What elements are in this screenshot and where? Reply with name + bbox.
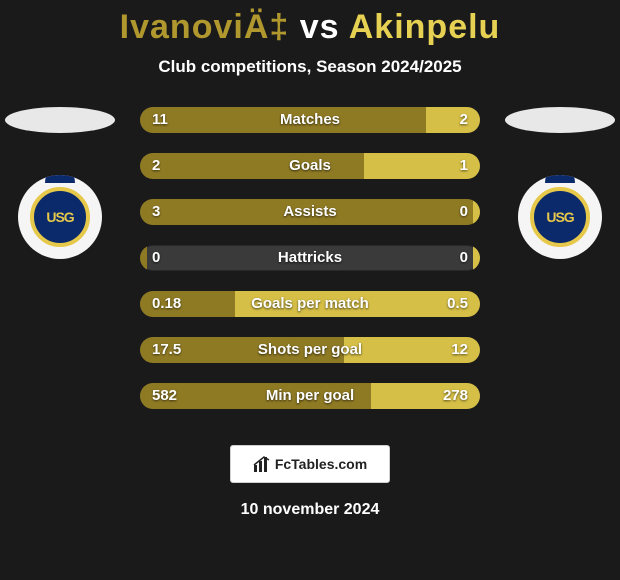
site-logo[interactable]: FcTables.com — [230, 445, 390, 483]
stat-value-right: 0.5 — [435, 291, 480, 317]
stat-row: 0.180.5Goals per match — [140, 291, 480, 317]
subtitle: Club competitions, Season 2024/2025 — [0, 57, 620, 77]
chart-icon — [253, 455, 271, 473]
stat-value-left: 582 — [140, 383, 189, 409]
player1-side: USG — [0, 107, 120, 259]
stat-value-left: 3 — [140, 199, 172, 225]
player1-name: IvanoviÄ‡ — [120, 8, 290, 46]
stat-value-right: 12 — [439, 337, 480, 363]
stat-bar-left — [140, 199, 473, 225]
comparison-title: IvanoviÄ‡ vs Akinpelu — [0, 0, 620, 47]
crest-text: USG — [530, 187, 590, 247]
stat-label: Hattricks — [140, 245, 480, 271]
stat-row: 0 0Hattricks — [140, 245, 480, 271]
stat-value-right: 0 — [448, 245, 480, 271]
vs-separator: vs — [289, 8, 348, 46]
stat-value-left: 17.5 — [140, 337, 193, 363]
player2-name: Akinpelu — [349, 8, 501, 46]
stat-value-left: 0.18 — [140, 291, 193, 317]
player2-side: USG — [500, 107, 620, 259]
stat-row: 112Matches — [140, 107, 480, 133]
stat-row: 21Goals — [140, 153, 480, 179]
stat-value-left: 11 — [140, 107, 180, 133]
stat-value-left: 0 — [140, 245, 172, 271]
stat-bars: 112Matches21Goals30Assists00Hattricks0.1… — [140, 107, 480, 429]
stat-bar-left — [140, 153, 364, 179]
stat-value-left: 2 — [140, 153, 172, 179]
site-name: FcTables.com — [275, 456, 367, 472]
snapshot-date: 10 november 2024 — [0, 501, 620, 519]
stat-value-right: 0 — [448, 199, 480, 225]
stat-value-right: 1 — [448, 153, 480, 179]
stat-row: 582278Min per goal — [140, 383, 480, 409]
player1-photo-placeholder — [5, 107, 115, 133]
stat-value-right: 2 — [448, 107, 480, 133]
player1-club-crest: USG — [18, 175, 102, 259]
crest-text: USG — [30, 187, 90, 247]
comparison-content: USG USG 112Matches21Goals30Assists00Hatt… — [0, 107, 620, 427]
stat-row: 30Assists — [140, 199, 480, 225]
stat-row: 17.512Shots per goal — [140, 337, 480, 363]
player2-photo-placeholder — [505, 107, 615, 133]
stat-bar-left — [140, 107, 426, 133]
player2-club-crest: USG — [518, 175, 602, 259]
stat-value-right: 278 — [431, 383, 480, 409]
